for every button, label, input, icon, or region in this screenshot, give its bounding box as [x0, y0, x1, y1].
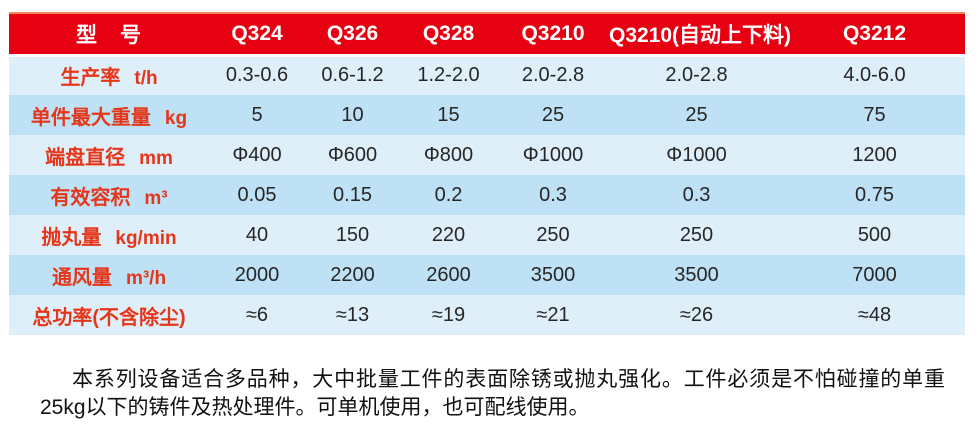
table-row: 抛丸量 kg/min 40 150 220 250 250 500	[9, 215, 965, 255]
value-cell: 0.15	[305, 175, 400, 215]
row-unit: mm	[139, 147, 173, 169]
value-cell: Φ600	[305, 135, 400, 175]
corner-header-model: 型 号	[9, 13, 209, 57]
value-cell: 15	[400, 95, 497, 135]
value-cell: 1200	[784, 135, 965, 175]
value-cell: 2000	[209, 255, 305, 295]
row-label-cell: 总功率(不含除尘)	[9, 295, 209, 335]
value-cell: ≈21	[497, 295, 609, 335]
value-cell: 4.0-6.0	[784, 55, 965, 95]
value-cell: 500	[784, 215, 965, 255]
value-cell: 5	[209, 95, 305, 135]
row-label: 单件最大重量	[30, 106, 151, 129]
value-cell: 2200	[305, 255, 400, 295]
value-cell: 0.3-0.6	[209, 55, 305, 95]
value-cell: 2.0-2.8	[609, 55, 784, 95]
row-label: 生产率	[60, 67, 121, 90]
table-row: 端盘直径 mm Φ400 Φ600 Φ800 Φ1000 Φ1000 1200	[9, 135, 965, 175]
header-row: 型 号 Q324 Q326 Q328 Q3210 Q3210(自动上下料) Q3…	[9, 13, 965, 57]
value-cell: 3500	[497, 255, 609, 295]
column-header: Q3212	[784, 13, 965, 57]
value-cell: 150	[305, 215, 400, 255]
value-cell: 0.75	[784, 175, 965, 215]
row-label: 通风量	[51, 266, 112, 289]
table-row: 通风量 m³/h 2000 2200 2600 3500 3500 7000	[9, 255, 965, 295]
row-label: 端盘直径	[45, 146, 126, 169]
column-header: Q326	[305, 13, 400, 57]
row-label-cell: 通风量 m³/h	[9, 255, 209, 295]
spec-table: 型 号 Q324 Q326 Q328 Q3210 Q3210(自动上下料) Q3…	[9, 12, 965, 335]
value-cell: Φ800	[400, 135, 497, 175]
value-cell: 2.0-2.8	[497, 55, 609, 95]
value-cell: 250	[609, 215, 784, 255]
row-label: 有效容积	[50, 186, 131, 209]
value-cell: ≈26	[609, 295, 784, 335]
row-unit: m³	[144, 187, 168, 209]
spec-table-header: 型 号 Q324 Q326 Q328 Q3210 Q3210(自动上下料) Q3…	[9, 13, 965, 57]
value-cell: ≈48	[784, 295, 965, 335]
value-cell: 3500	[609, 255, 784, 295]
description-paragraph: 本系列设备适合多品种，大中批量工件的表面除锈或抛丸强化。工件必须是不怕碰撞的单重…	[40, 368, 945, 419]
value-cell: ≈13	[305, 295, 400, 335]
value-cell: 0.3	[497, 175, 609, 215]
value-cell: Φ400	[209, 135, 305, 175]
table-row: 单件最大重量 kg 5 10 15 25 25 75	[9, 95, 965, 135]
value-cell: 7000	[784, 255, 965, 295]
value-cell: 0.6-1.2	[305, 55, 400, 95]
value-cell: 40	[209, 215, 305, 255]
row-label: 抛丸量	[41, 226, 102, 249]
value-cell: 0.05	[209, 175, 305, 215]
column-header: Q3210	[497, 13, 609, 57]
column-header: Q3210(自动上下料)	[609, 13, 791, 57]
value-cell: 10	[305, 95, 400, 135]
value-cell: 250	[497, 215, 609, 255]
value-cell: 25	[497, 95, 609, 135]
value-cell: 75	[784, 95, 965, 135]
row-label: 总功率(不含除尘)	[32, 306, 186, 329]
row-label-cell: 抛丸量 kg/min	[9, 215, 209, 255]
row-unit: kg	[164, 107, 188, 129]
table-row: 总功率(不含除尘) ≈6 ≈13 ≈19 ≈21 ≈26 ≈48	[9, 295, 965, 335]
table-row: 生产率 t/h 0.3-0.6 0.6-1.2 1.2-2.0 2.0-2.8 2.0-2.…	[9, 55, 965, 95]
row-label-cell: 端盘直径 mm	[9, 135, 209, 175]
row-unit: m³/h	[125, 267, 167, 289]
spec-table-body: 生产率 t/h 0.3-0.6 0.6-1.2 1.2-2.0 2.0-2.8 2.0-2.…	[9, 55, 965, 335]
value-cell: 220	[400, 215, 497, 255]
value-cell: ≈19	[400, 295, 497, 335]
row-unit: t/h	[134, 68, 158, 90]
value-cell: 0.3	[609, 175, 784, 215]
value-cell: 1.2-2.0	[400, 55, 497, 95]
table-row: 有效容积 m³ 0.05 0.15 0.2 0.3 0.3 0.75	[9, 175, 965, 215]
row-label-cell: 有效容积 m³	[9, 175, 209, 215]
column-header: Q328	[400, 13, 497, 57]
column-header: Q324	[209, 13, 305, 57]
value-cell: 0.2	[400, 175, 497, 215]
value-cell: Φ1000	[609, 135, 784, 175]
value-cell: Φ1000	[497, 135, 609, 175]
row-unit: kg/min	[115, 227, 177, 249]
value-cell: 2600	[400, 255, 497, 295]
row-label-cell: 单件最大重量 kg	[9, 95, 209, 135]
value-cell: 25	[609, 95, 784, 135]
row-label-cell: 生产率 t/h	[9, 55, 209, 95]
value-cell: ≈6	[209, 295, 305, 335]
